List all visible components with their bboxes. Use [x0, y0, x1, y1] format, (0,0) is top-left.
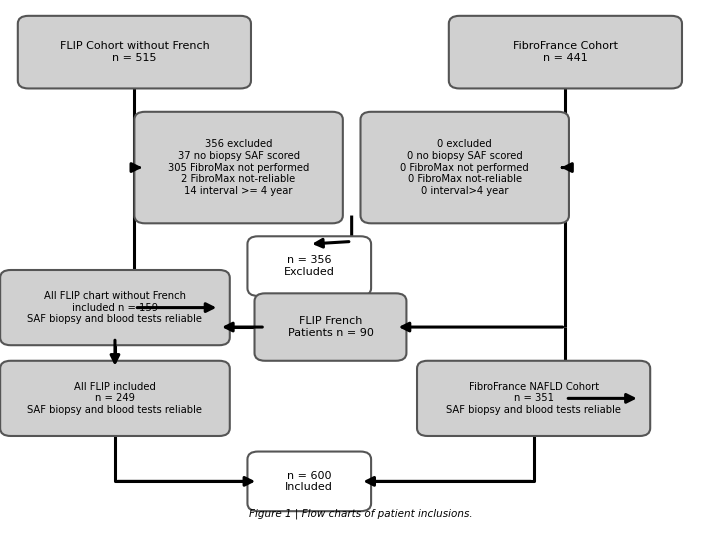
Text: FibroFrance Cohort
n = 441: FibroFrance Cohort n = 441 [513, 41, 618, 63]
FancyBboxPatch shape [417, 361, 650, 436]
Text: n = 600
Included: n = 600 Included [286, 471, 333, 492]
Text: 0 excluded
0 no biopsy SAF scored
0 FibroMax not performed
0 FibroMax not-reliab: 0 excluded 0 no biopsy SAF scored 0 Fibr… [400, 139, 529, 196]
Text: 356 excluded
37 no biopsy SAF scored
305 FibroMax not performed
2 FibroMax not-r: 356 excluded 37 no biopsy SAF scored 305… [168, 139, 309, 196]
FancyBboxPatch shape [247, 452, 371, 511]
FancyBboxPatch shape [255, 293, 407, 361]
Text: FibroFrance NAFLD Cohort
n = 351
SAF biopsy and blood tests reliable: FibroFrance NAFLD Cohort n = 351 SAF bio… [446, 382, 621, 415]
FancyBboxPatch shape [0, 361, 230, 436]
Text: All FLIP chart without French
included n = 159
SAF biopsy and blood tests reliab: All FLIP chart without French included n… [27, 291, 203, 324]
Text: FLIP Cohort without French
n = 515: FLIP Cohort without French n = 515 [60, 41, 209, 63]
Text: Figure 1 | Flow charts of patient inclusions.: Figure 1 | Flow charts of patient inclus… [249, 508, 472, 519]
FancyBboxPatch shape [360, 112, 569, 223]
Text: n = 356
Excluded: n = 356 Excluded [284, 256, 335, 277]
FancyBboxPatch shape [18, 16, 251, 88]
Text: All FLIP included
n = 249
SAF biopsy and blood tests reliable: All FLIP included n = 249 SAF biopsy and… [27, 382, 203, 415]
FancyBboxPatch shape [0, 270, 230, 345]
FancyBboxPatch shape [448, 16, 682, 88]
Text: FLIP French
Patients n = 90: FLIP French Patients n = 90 [288, 316, 373, 338]
FancyBboxPatch shape [134, 112, 343, 223]
FancyBboxPatch shape [247, 236, 371, 296]
